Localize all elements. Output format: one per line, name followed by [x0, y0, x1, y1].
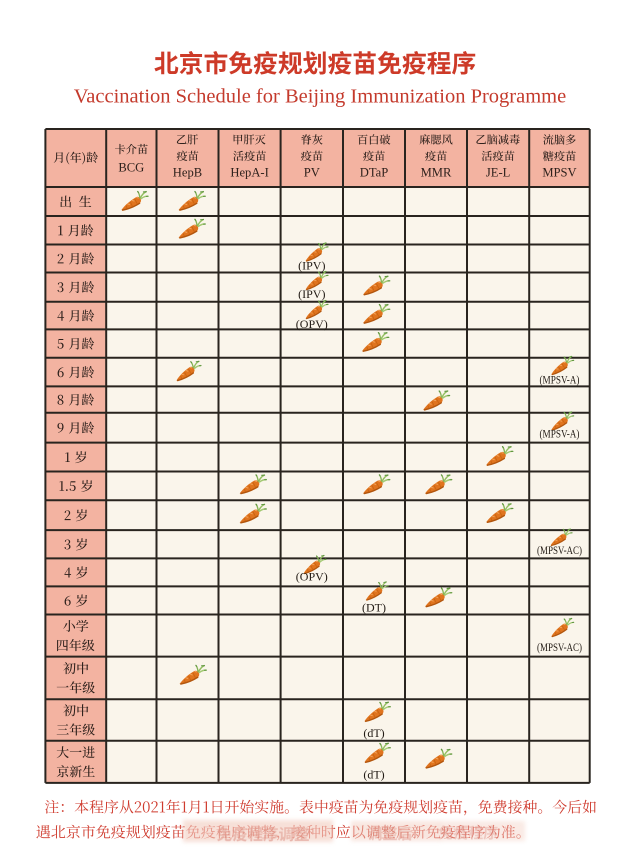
svg-text:HepB: HepB: [173, 166, 202, 180]
svg-text:(OPV): (OPV): [296, 317, 328, 331]
svg-text:HepA-I: HepA-I: [230, 166, 268, 180]
svg-text:(OPV): (OPV): [296, 570, 328, 584]
svg-text:(IPV): (IPV): [298, 259, 325, 273]
svg-text:(dT): (dT): [363, 726, 384, 740]
svg-text:(dT): (dT): [363, 768, 384, 782]
svg-text:(DT): (DT): [362, 601, 386, 615]
svg-text:MMR: MMR: [421, 166, 452, 180]
svg-text:(MPSV-A): (MPSV-A): [540, 427, 580, 441]
svg-text:DTaP: DTaP: [360, 166, 389, 180]
svg-text:Vaccination Schedule for Beiji: Vaccination Schedule for Beijing Immuniz…: [74, 85, 566, 107]
svg-text:(IPV): (IPV): [298, 287, 325, 301]
svg-text:(MPSV-A): (MPSV-A): [540, 373, 580, 387]
svg-text:(MPSV-AC): (MPSV-AC): [537, 543, 582, 557]
svg-text:MPSV: MPSV: [542, 166, 576, 180]
svg-text:(MPSV-AC): (MPSV-AC): [537, 640, 582, 654]
svg-text:BCG: BCG: [118, 160, 144, 174]
svg-text:PV: PV: [304, 166, 320, 180]
svg-text:JE-L: JE-L: [486, 166, 510, 180]
